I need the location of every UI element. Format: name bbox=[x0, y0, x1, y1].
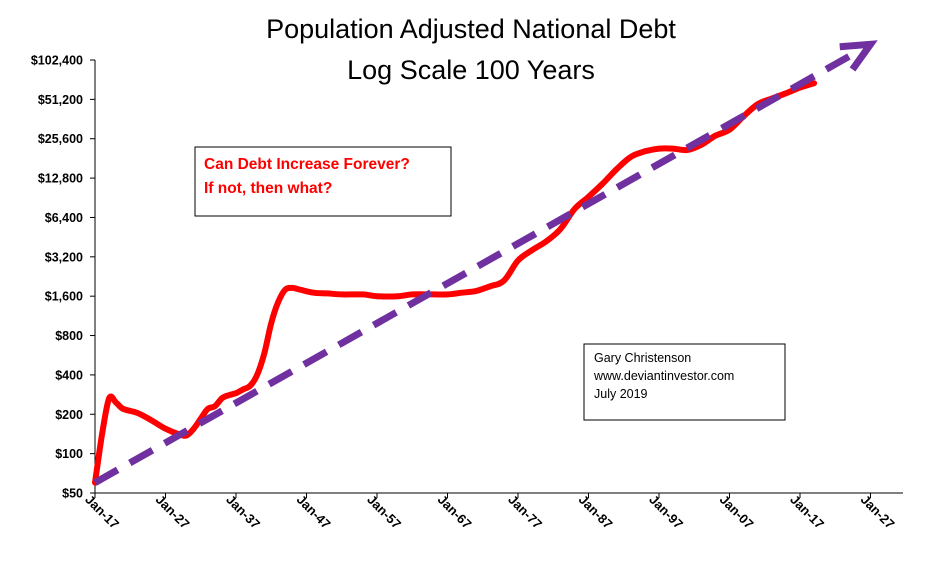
question-annotation-line: If not, then what? bbox=[204, 180, 332, 197]
plot-area bbox=[92, 40, 878, 486]
debt-series-line bbox=[92, 80, 818, 486]
y-tick-label: $100 bbox=[55, 447, 83, 461]
credit-website: www.deviantinvestor.com bbox=[593, 369, 734, 383]
trend-arrowhead bbox=[839, 40, 878, 72]
credit-author: Gary Christenson bbox=[594, 351, 691, 365]
credit-annotation-box: Gary Christenson www.deviantinvestor.com… bbox=[583, 343, 786, 421]
y-tick-label: $6,400 bbox=[45, 211, 83, 225]
chart-title: Population Adjusted National Debt bbox=[266, 14, 676, 44]
axes bbox=[94, 60, 903, 494]
trend-line bbox=[93, 49, 858, 486]
y-tick-label: $800 bbox=[55, 329, 83, 343]
chart-subtitle: Log Scale 100 Years bbox=[347, 55, 595, 85]
credit-annotation-border bbox=[583, 343, 786, 421]
question-annotation-box: Can Debt Increase Forever? If not, then … bbox=[194, 146, 452, 217]
y-tick-label: $200 bbox=[55, 408, 83, 422]
y-tick-label: $1,600 bbox=[45, 290, 83, 304]
y-tick-label: $102,400 bbox=[31, 54, 83, 68]
y-tick-label: $400 bbox=[55, 368, 83, 382]
y-tick-label: $50 bbox=[62, 487, 83, 501]
y-tick-label: $25,600 bbox=[38, 132, 83, 146]
question-annotation-border bbox=[194, 146, 452, 217]
y-axis-ticks: $50 $100 $200 $400 $800 $1,600 $3,200 $6,400 $12… bbox=[31, 54, 95, 501]
y-tick-label: $3,200 bbox=[45, 250, 83, 264]
credit-date: July 2019 bbox=[594, 387, 648, 401]
y-tick-label: $51,200 bbox=[38, 93, 83, 107]
y-tick-label: $12,800 bbox=[38, 172, 83, 186]
question-annotation-line: Can Debt Increase Forever? bbox=[204, 156, 410, 173]
